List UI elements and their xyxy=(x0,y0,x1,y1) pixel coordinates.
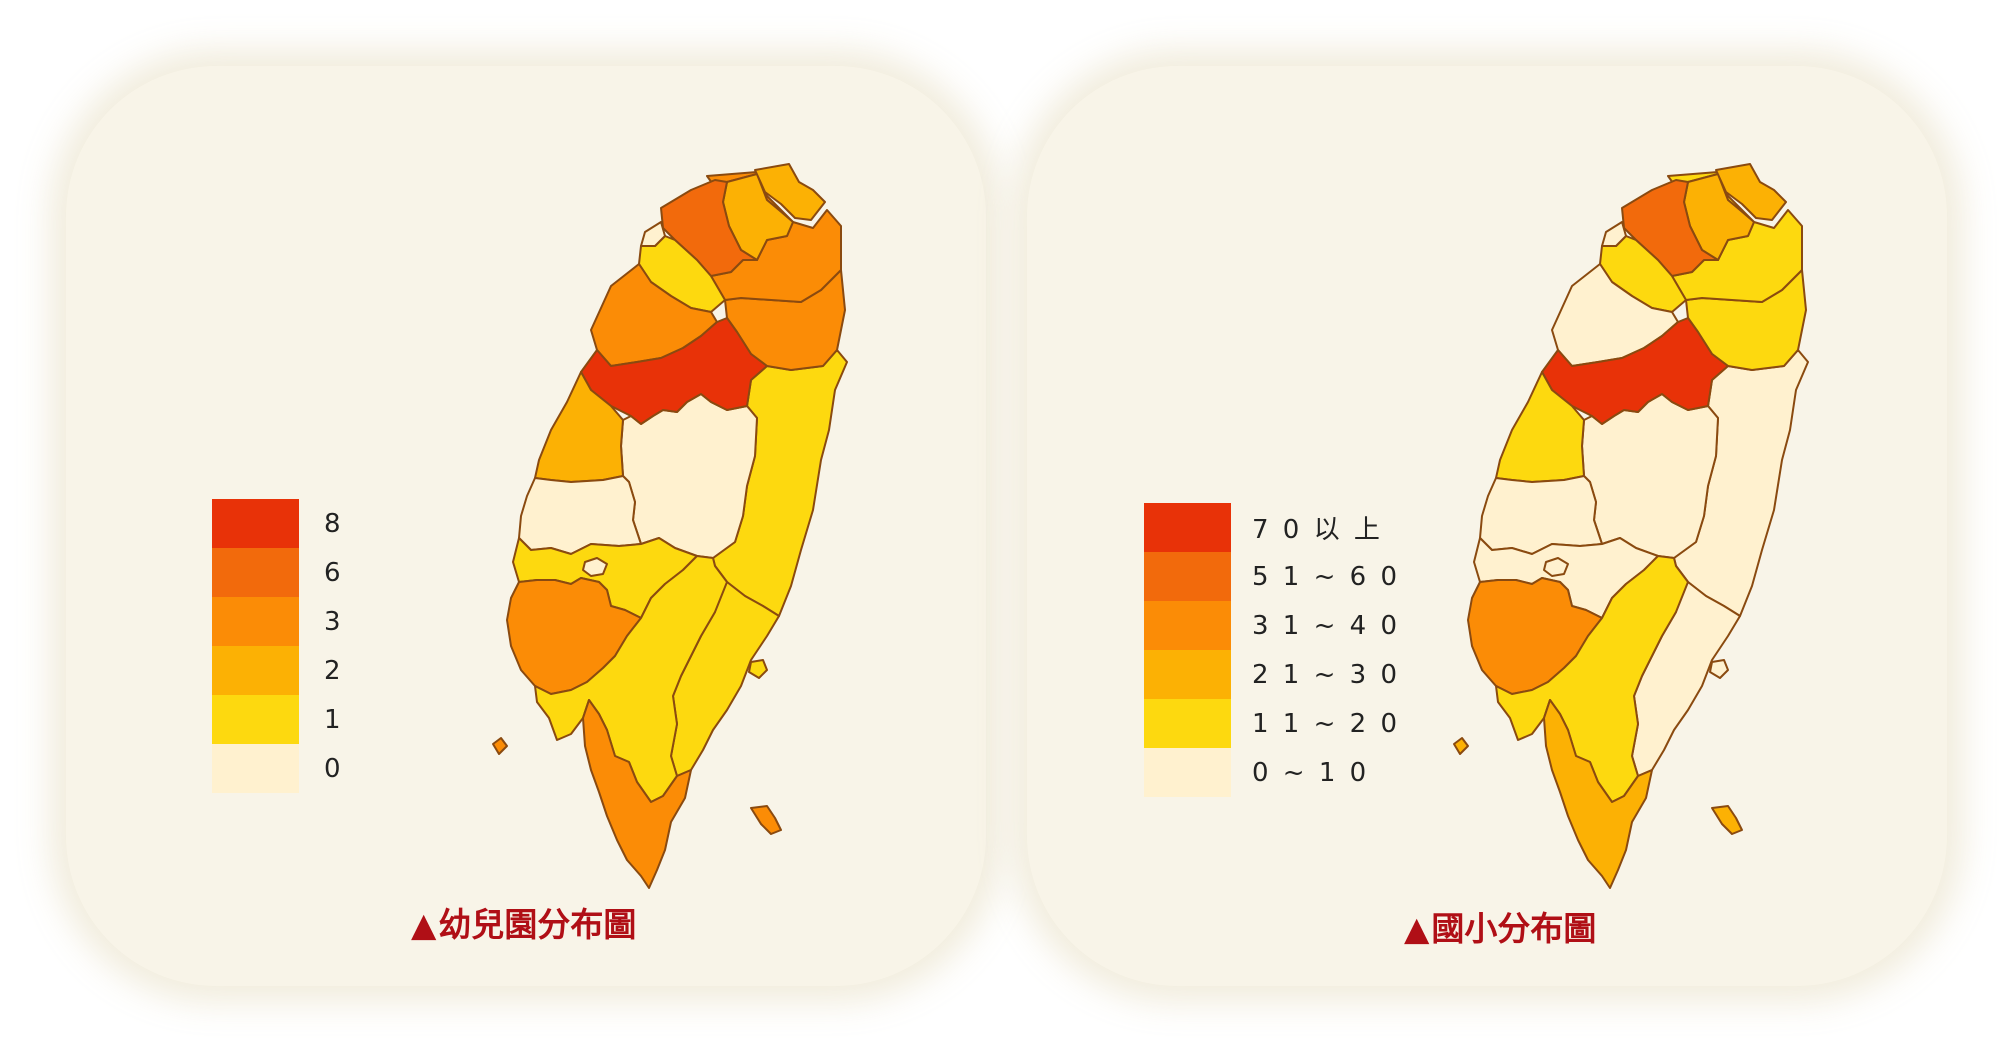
region-orchid-island xyxy=(1711,805,1743,835)
legend-row: 2 1 ~ 3 0 xyxy=(1144,650,1400,699)
legend-swatch xyxy=(1144,503,1231,552)
legend-row: 6 xyxy=(212,548,343,597)
legend-label: 1 1 ~ 2 0 xyxy=(1252,708,1401,739)
legend-label: 0 ~ 1 0 xyxy=(1252,757,1370,788)
legend-swatch xyxy=(212,548,299,597)
legend-label: 2 1 ~ 3 0 xyxy=(1252,659,1401,690)
legend-row: 0 ~ 1 0 xyxy=(1144,748,1400,797)
legend-label: 0 xyxy=(324,753,343,784)
legend-swatch xyxy=(1144,699,1231,748)
region-green-island xyxy=(748,659,768,679)
legend-swatch xyxy=(1144,601,1231,650)
region-taichung xyxy=(1541,317,1729,425)
region-hsinchu-city xyxy=(640,221,666,247)
legend-label: 2 xyxy=(324,655,343,686)
legend-label: 7 0 以 上 xyxy=(1252,515,1383,545)
legend-row: 1 1 ~ 2 0 xyxy=(1144,699,1400,748)
legend-swatch xyxy=(212,646,299,695)
legend-row: 5 1 ~ 6 0 xyxy=(1144,552,1400,601)
region-green-island xyxy=(1709,659,1729,679)
legend-swatch xyxy=(1144,552,1231,601)
elementary-school-map-caption: ▲國小分布圖 xyxy=(1404,902,1596,950)
legend-row: 2 xyxy=(212,646,343,695)
caption-triangle-icon: ▲ xyxy=(1404,909,1430,948)
legend-label: 1 xyxy=(324,704,343,735)
region-yunlin xyxy=(518,475,642,555)
legend-label: 5 1 ~ 6 0 xyxy=(1252,561,1401,592)
elementary-school-legend: 7 0 以 上 5 1 ~ 6 0 3 1 ~ 4 0 2 1 ~ 3 0 1 1 ~ … xyxy=(1144,503,1400,797)
caption-text: 國小分布圖 xyxy=(1431,909,1597,948)
elementary-school-map-panel: 7 0 以 上 5 1 ~ 6 0 3 1 ~ 4 0 2 1 ~ 3 0 1 1 ~ … xyxy=(1027,66,1947,986)
legend-label: 3 1 ~ 4 0 xyxy=(1252,610,1401,641)
legend-row: 3 1 ~ 4 0 xyxy=(1144,601,1400,650)
region-orchid-island xyxy=(750,805,782,835)
legend-row: 3 xyxy=(212,597,343,646)
legend-row: 8 xyxy=(212,499,343,548)
legend-swatch xyxy=(212,744,299,793)
region-chiayi-city xyxy=(1543,557,1569,577)
region-chiayi-city xyxy=(582,557,608,577)
kindergarten-map-caption: ▲幼兒園分布圖 xyxy=(411,898,636,946)
region-yunlin xyxy=(1479,475,1603,555)
legend-swatch xyxy=(212,695,299,744)
legend-label: 8 xyxy=(324,508,343,539)
legend-swatch xyxy=(212,597,299,646)
caption-triangle-icon: ▲ xyxy=(411,905,437,944)
kindergarten-map-panel: 8 6 3 2 1 0 ▲幼兒園分布圖 xyxy=(66,66,986,986)
legend-swatch xyxy=(1144,748,1231,797)
region-pingtung xyxy=(582,699,692,889)
caption-text: 幼兒園分布圖 xyxy=(438,905,637,944)
region-penghu xyxy=(492,737,508,755)
legend-swatch xyxy=(1144,650,1231,699)
legend-row: 1 xyxy=(212,695,343,744)
legend-row: 7 0 以 上 xyxy=(1144,503,1400,552)
region-penghu xyxy=(1453,737,1469,755)
legend-label: 6 xyxy=(324,557,343,588)
region-pingtung xyxy=(1543,699,1653,889)
legend-label: 3 xyxy=(324,606,343,637)
region-keelung xyxy=(754,163,826,221)
elementary-school-taiwan-map xyxy=(1453,163,1809,889)
region-hsinchu-city xyxy=(1601,221,1627,247)
region-keelung xyxy=(1715,163,1787,221)
kindergarten-legend: 8 6 3 2 1 0 xyxy=(212,499,343,793)
kindergarten-taiwan-map xyxy=(492,163,848,889)
legend-row: 0 xyxy=(212,744,343,793)
legend-swatch xyxy=(212,499,299,548)
region-taichung xyxy=(580,317,768,425)
